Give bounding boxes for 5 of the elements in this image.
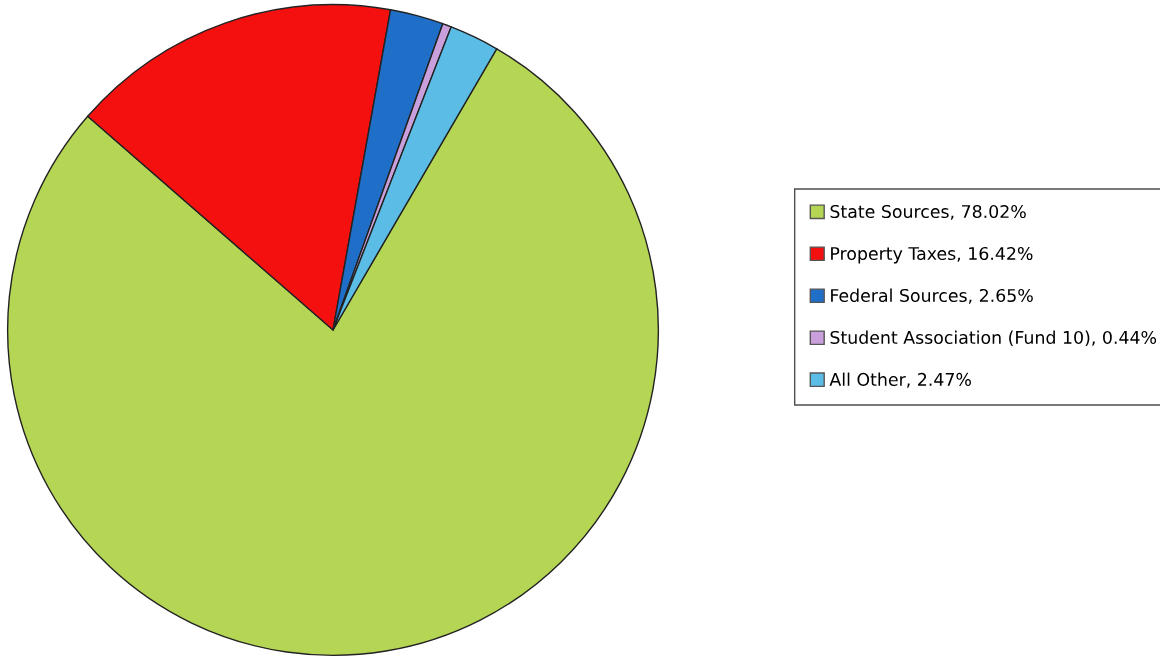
- legend-label: State Sources, 78.02%: [830, 204, 1026, 220]
- legend-label: All Other, 2.47%: [829, 372, 971, 388]
- legend-label: Property Taxes, 16.42%: [831, 246, 1033, 264]
- legend-label: Student Association (Fund 10), 0.44%: [830, 330, 1157, 347]
- legend-label: Federal Sources, 2.65%: [831, 288, 1033, 304]
